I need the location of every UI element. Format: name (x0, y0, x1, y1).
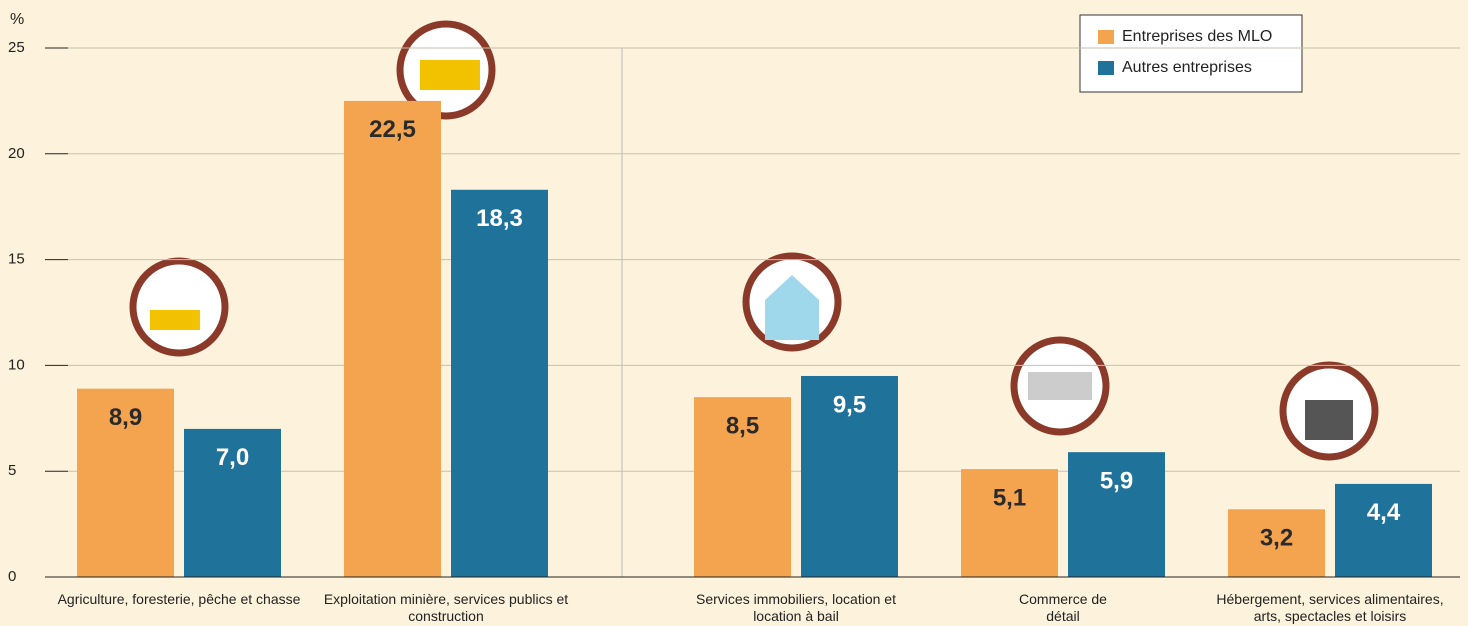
value-label: 18,3 (476, 205, 523, 232)
bar (1335, 483, 1432, 577)
bar (694, 397, 791, 577)
value-label: 22,5 (369, 116, 416, 143)
legend-label: Entreprises des MLO (1122, 28, 1272, 45)
bar (1068, 452, 1165, 577)
x-tick-label: Agriculture, foresterie, pêche et chasse (57, 591, 301, 607)
value-label: 7,0 (216, 444, 249, 471)
hotel-icon (1305, 400, 1353, 440)
x-tick-label: Commerce de détail (1019, 591, 1107, 624)
x-tick-label: Exploitation minière, services publics e… (323, 591, 569, 624)
y-tick-label: 5 (8, 462, 16, 479)
x-tick-label: Services immobiliers, location et locati… (696, 591, 896, 624)
value-label: 8,5 (726, 412, 759, 439)
y-tick-label: 25 (8, 39, 25, 56)
excavator-icon (420, 60, 480, 90)
bar (344, 100, 441, 578)
wheelbarrow-icon (150, 310, 200, 330)
value-label: 9,5 (833, 391, 866, 418)
value-label: 4,4 (1367, 499, 1401, 526)
y-tick-label: 20 (8, 145, 25, 162)
bar (1228, 509, 1325, 577)
y-tick-label: 15 (8, 251, 25, 268)
bar (77, 388, 174, 577)
bar (961, 469, 1058, 577)
value-label: 5,9 (1100, 467, 1133, 494)
y-tick-label: 10 (8, 356, 25, 373)
legend-swatch (1098, 30, 1114, 44)
legend-box (1079, 14, 1303, 93)
y-axis-label: % (10, 11, 24, 28)
icon (129, 257, 229, 357)
bar (801, 375, 898, 577)
house-icon (765, 275, 819, 340)
value-label: 3,2 (1260, 525, 1293, 552)
value-label: 8,9 (109, 404, 142, 431)
legend-label: Autres entreprises (1122, 59, 1252, 76)
register-icon (1028, 372, 1092, 400)
value-label: 5,1 (993, 484, 1026, 511)
bar (184, 428, 281, 577)
legend-swatch (1098, 61, 1114, 75)
bar (451, 189, 548, 577)
y-tick-label: 0 (8, 568, 16, 585)
icons (129, 20, 1379, 461)
x-tick-label: Hébergement, services alimentaires, arts… (1216, 591, 1444, 624)
